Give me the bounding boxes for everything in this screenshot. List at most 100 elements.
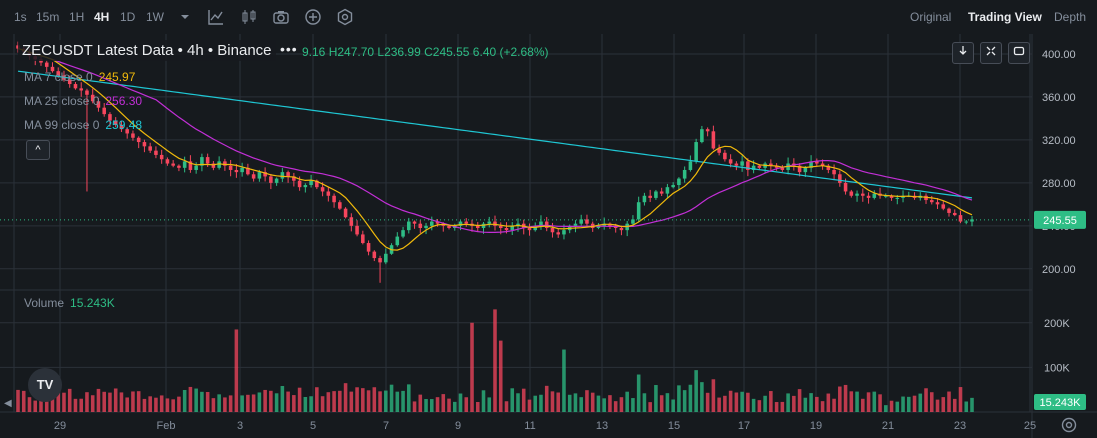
fullscreen-button[interactable] (980, 42, 1002, 64)
view-trading-view[interactable]: Trading View (968, 10, 1042, 24)
candlestick-chart[interactable]: 400.00360.00320.00280.00240.00200.00200K… (0, 34, 1097, 438)
add-icon[interactable] (304, 8, 322, 26)
volume-bar (654, 385, 658, 412)
price-tick-label: 200.00 (1042, 264, 1076, 276)
volume-bar (395, 391, 400, 412)
candle-body (148, 146, 152, 151)
candle-body (338, 202, 342, 209)
scroll-left-icon[interactable]: ◀ (4, 398, 12, 409)
volume-bar (309, 396, 313, 412)
candle-body (246, 167, 250, 175)
volume-bar (567, 394, 572, 412)
candle-body (435, 221, 440, 224)
volume-bar (418, 394, 423, 412)
time-tick-label: 15 (668, 420, 680, 432)
volume-bar (332, 391, 336, 412)
candle-body (889, 195, 894, 198)
timeframe-1h[interactable]: 1H (69, 10, 85, 24)
settings-icon[interactable] (1060, 416, 1078, 434)
volume-bar (832, 398, 836, 412)
candle-body (493, 221, 497, 226)
candle-body (562, 230, 566, 235)
candle-body (705, 129, 710, 132)
volume-bar (929, 392, 934, 412)
view-original[interactable]: Original (910, 10, 952, 24)
candle-body (292, 176, 296, 181)
timeframe-1s[interactable]: 1s (14, 10, 27, 24)
candle-body (424, 225, 428, 228)
ohlc-readout: 9.16 H247.70 L236.99 C245.55 6.40 (+2.68… (302, 45, 549, 59)
timeframe-1w[interactable]: 1W (146, 10, 164, 24)
camera-icon[interactable] (272, 8, 290, 26)
volume-bar (263, 389, 267, 412)
candle-body (332, 195, 336, 203)
collapse-legend-button[interactable]: ^ (26, 140, 50, 160)
time-tick-label: 9 (455, 420, 461, 432)
candle-body (700, 129, 704, 143)
candle-body (85, 90, 89, 95)
volume-bar (430, 399, 434, 412)
timeframe-15m[interactable]: 15m (36, 10, 60, 24)
volume-bar (550, 391, 555, 412)
volume-bar (826, 393, 831, 412)
time-tick-label: Feb (157, 420, 176, 432)
volume-bar (90, 395, 95, 412)
volume-bar (924, 388, 928, 412)
volume-bar (694, 370, 698, 412)
candle-body (79, 88, 83, 91)
candle-body (970, 219, 974, 222)
candle-body (516, 223, 520, 226)
candle-body (481, 223, 486, 228)
volume-bar (96, 388, 101, 412)
volume-bar (970, 397, 974, 412)
download-icon (959, 46, 967, 55)
volume-bar (659, 395, 664, 412)
volume-bar (498, 340, 503, 412)
candle-body (866, 195, 871, 198)
candle-body (395, 236, 400, 246)
volume-bar (843, 384, 848, 412)
candle-body (280, 172, 285, 179)
chevron-down-icon[interactable] (176, 8, 194, 26)
candle-body (401, 230, 405, 237)
volume-bar (573, 393, 578, 412)
volume-bar (510, 388, 515, 412)
volume-bar (200, 391, 204, 412)
volume-bar (56, 390, 61, 412)
candle-body (50, 66, 55, 72)
volume-value: 15.243K (70, 296, 115, 310)
candle-body (659, 191, 664, 194)
volume-bar (619, 397, 624, 412)
volume-bar (27, 397, 32, 412)
volume-bar (556, 392, 560, 412)
candle-body (815, 161, 819, 164)
volume-bar (723, 395, 727, 412)
volume-bar (113, 388, 118, 412)
settings-hex-icon[interactable] (336, 8, 354, 26)
legend-more-icon[interactable]: ••• (280, 41, 298, 57)
candle-body (320, 187, 325, 192)
view-depth[interactable]: Depth (1054, 10, 1087, 24)
ma7-legend: MA 7 close 0 245.97 (24, 70, 135, 84)
download-button[interactable] (952, 42, 974, 64)
indicator-icon[interactable] (207, 8, 225, 26)
maximize-button[interactable] (1008, 42, 1030, 64)
volume-bar (246, 394, 250, 412)
volume-bar (958, 387, 963, 412)
volume-bar (648, 402, 652, 412)
volume-bar (343, 383, 348, 412)
timeframe-1d[interactable]: 1D (120, 10, 136, 24)
volume-tick-label: 100K (1044, 362, 1070, 374)
candle-body (487, 221, 492, 224)
candle-body (820, 163, 825, 166)
volume-bar (918, 393, 923, 412)
volume-bar (171, 399, 175, 412)
candle-body (177, 165, 181, 168)
candle-body (826, 165, 831, 170)
candle-body (188, 161, 193, 170)
candle-body (550, 227, 555, 233)
candle-type-icon[interactable] (240, 8, 258, 26)
time-tick-label: 23 (954, 420, 966, 432)
timeframe-4h[interactable]: 4H (94, 10, 110, 24)
candle-body (96, 101, 101, 108)
